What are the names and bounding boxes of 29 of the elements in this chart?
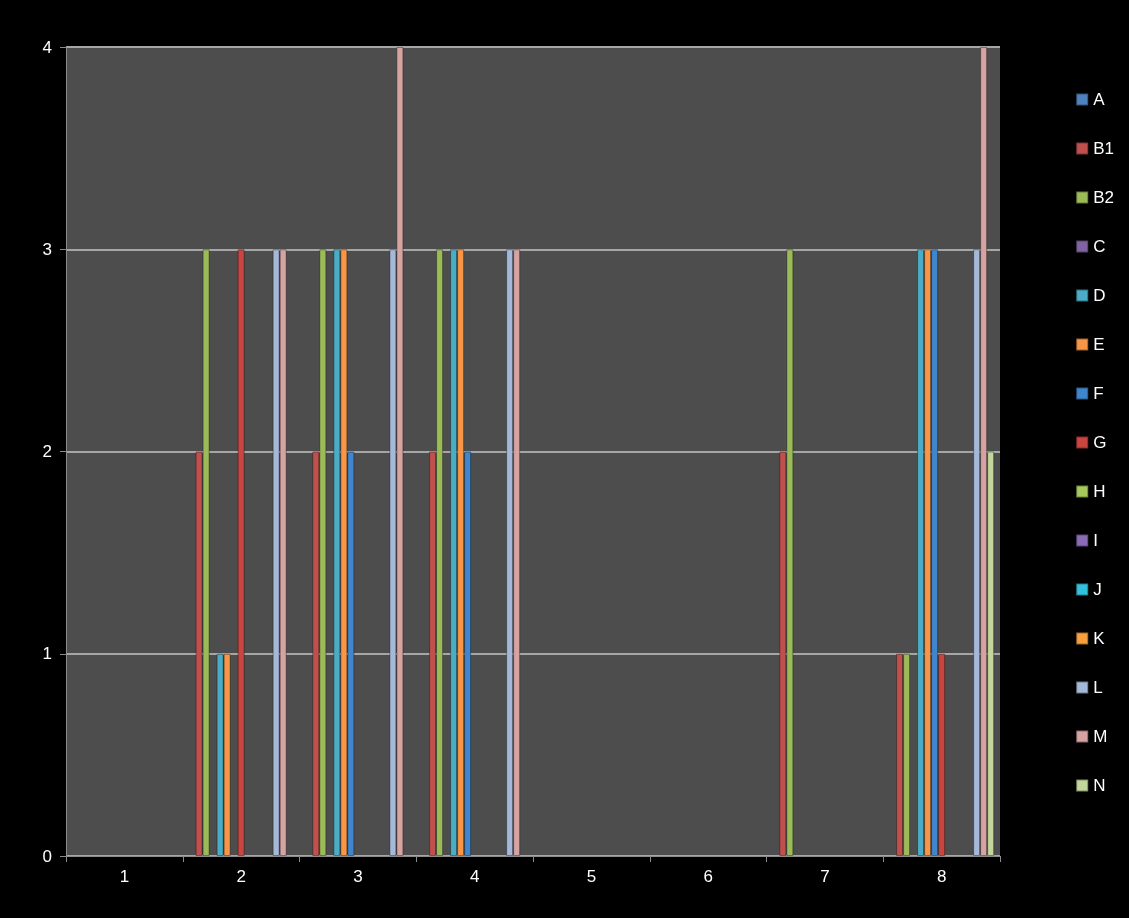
x-tick-label: 3 xyxy=(353,867,363,886)
legend-label: A xyxy=(1093,90,1106,109)
legend-label: M xyxy=(1093,727,1108,746)
y-tick-label: 1 xyxy=(42,644,52,664)
legend-label: L xyxy=(1093,678,1103,697)
x-tick-label: 2 xyxy=(236,867,246,886)
legend-label: H xyxy=(1093,482,1106,501)
x-tick-label: 4 xyxy=(469,867,480,886)
legend-label: C xyxy=(1093,237,1106,256)
x-tick-label: 1 xyxy=(119,867,130,886)
bar xyxy=(237,249,245,856)
legend-label: I xyxy=(1093,531,1098,550)
x-tick-label: 5 xyxy=(586,867,597,886)
legend-label: N xyxy=(1093,776,1106,795)
legend-label: B1 xyxy=(1093,139,1114,158)
legend-label: E xyxy=(1093,335,1105,354)
legend-label: J xyxy=(1093,580,1102,599)
y-tick-label: 3 xyxy=(42,239,52,259)
x-tick-label: 8 xyxy=(936,867,947,886)
legend-label: D xyxy=(1093,286,1106,305)
y-tick-label: 0 xyxy=(42,846,52,866)
y-tick-label: 4 xyxy=(42,37,52,57)
legend-label: K xyxy=(1093,629,1106,648)
legend-label: B2 xyxy=(1093,188,1114,207)
y-tick-label: 2 xyxy=(42,442,52,461)
legend-label: G xyxy=(1093,433,1107,452)
x-tick-label: 6 xyxy=(703,867,713,886)
x-tick-label: 7 xyxy=(820,867,830,886)
legend-label: F xyxy=(1093,384,1104,403)
